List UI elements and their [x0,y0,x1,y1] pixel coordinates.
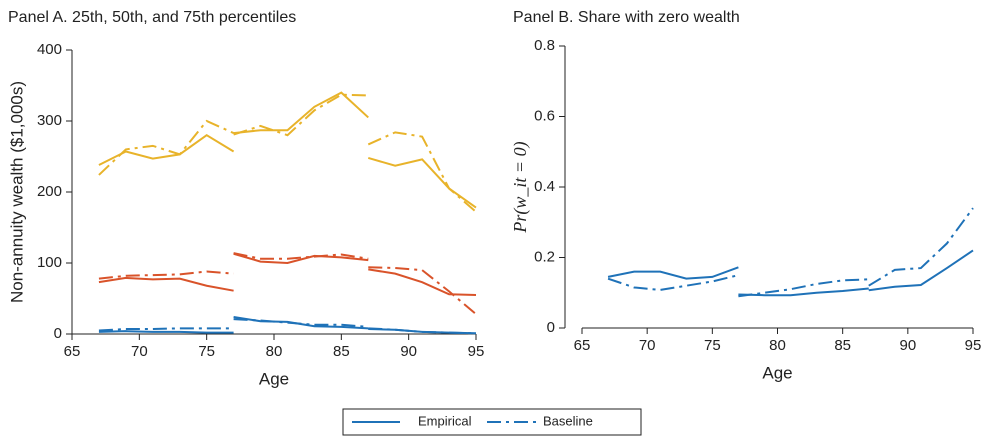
panel-title: Panel B. Share with zero wealth [513,9,740,26]
x-tick-label: 70 [131,343,148,360]
y-tick-label: 0.4 [534,178,555,195]
series-line [607,207,974,298]
series-line [98,252,477,296]
x-tick-label: 85 [333,343,350,360]
x-tick-label: 95 [965,337,982,354]
x-axis-label: Age [762,363,792,382]
y-axis-label: Pr(w_it = 0) [510,141,531,233]
x-tick-label: 80 [769,337,786,354]
y-axis-label: Non-annuity wealth ($1,000s) [7,81,26,303]
y-tick-label: 0.6 [534,107,555,124]
x-axis-label: Age [259,369,289,388]
series-line [98,91,477,209]
y-tick-label: 0.8 [534,37,555,54]
x-tick-label: 75 [704,337,721,354]
x-tick-label: 65 [574,337,591,354]
y-tick-label: 200 [37,183,62,200]
x-tick-label: 65 [64,343,81,360]
x-tick-label: 85 [834,337,851,354]
y-tick-label: 0.2 [534,248,555,265]
legend-label: Baseline [543,413,593,428]
series-line [98,315,477,335]
x-tick-label: 90 [899,337,916,354]
y-tick-label: 0 [547,319,555,336]
series-line [98,318,477,335]
series-line [607,249,974,297]
y-tick-label: 300 [37,112,62,129]
legend-label: Empirical [418,413,472,428]
x-tick-label: 70 [639,337,656,354]
panel-title: Panel A. 25th, 50th, and 75th percentile… [8,9,296,26]
y-tick-label: 100 [37,254,62,271]
x-tick-label: 75 [198,343,215,360]
x-tick-label: 90 [400,343,417,360]
y-tick-label: 400 [37,41,62,58]
y-tick-label: 0 [54,325,62,342]
x-tick-label: 80 [266,343,283,360]
series-line [98,252,477,315]
x-tick-label: 95 [468,343,485,360]
series-line [98,93,477,213]
